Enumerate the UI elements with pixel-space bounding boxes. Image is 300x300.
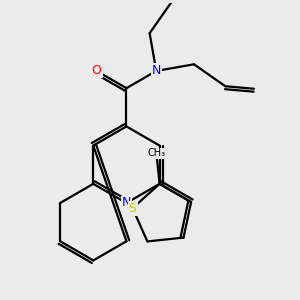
Text: N: N (152, 64, 161, 77)
Text: CH₃: CH₃ (147, 148, 165, 158)
Text: O: O (92, 64, 101, 77)
Text: N: N (122, 196, 131, 209)
Text: S: S (129, 202, 136, 215)
